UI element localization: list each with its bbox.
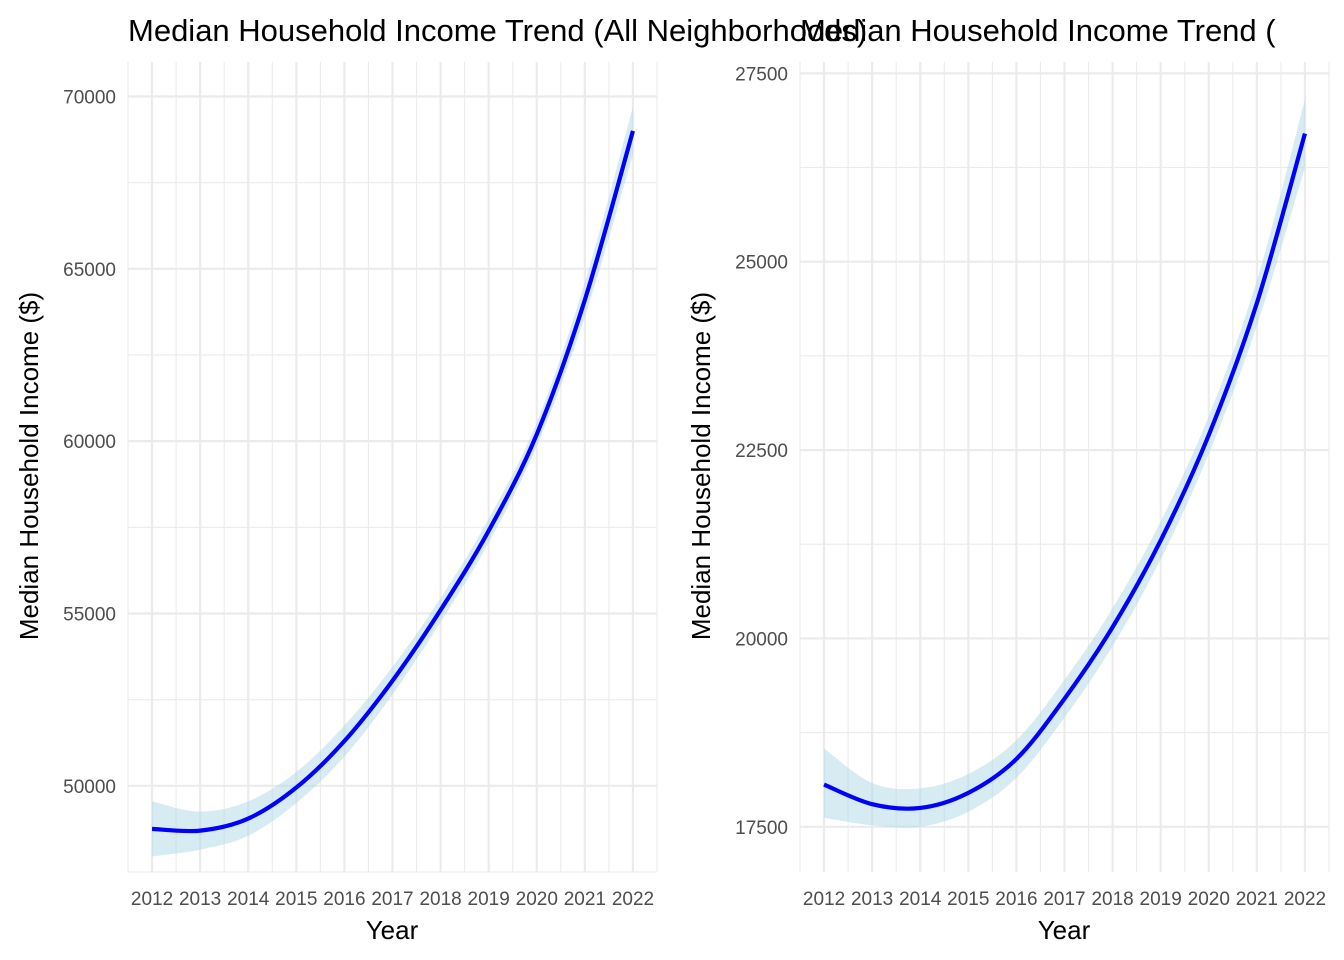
left-chart-x-tick-label: 2019 <box>468 889 510 910</box>
right-chart-y-tick-label: 27500 <box>735 64 788 85</box>
left-chart-x-tick-label: 2014 <box>227 889 270 910</box>
right-chart-x-tick-label: 2022 <box>1284 889 1326 910</box>
right-chart-confidence-ribbon <box>824 99 1305 828</box>
left-chart-x-tick-label: 2013 <box>179 889 221 910</box>
right-chart-x-axis-title: Year <box>1038 915 1091 945</box>
left-chart-y-tick-label: 60000 <box>63 432 116 453</box>
right-chart-x-tick-label: 2015 <box>947 889 989 910</box>
left-chart-y-tick-label: 65000 <box>63 260 116 281</box>
left-chart-x-tick-label: 2012 <box>131 889 173 910</box>
left-chart-lines <box>151 130 635 834</box>
left-chart-y-ticks: 50000 55000 60000 65000 70000 <box>63 87 116 797</box>
right-chart-x-tick-label: 2018 <box>1091 889 1133 910</box>
right-chart-x-tick-label: 2019 <box>1140 889 1182 910</box>
right-chart-y-tick-label: 17500 <box>735 818 788 839</box>
left-chart-x-tick-label: 2018 <box>419 889 461 910</box>
left-chart-x-ticks: 2012 2013 2014 2015 2016 2017 2018 2019 2020 2021… <box>131 889 654 910</box>
right-chart-y-ticks: 17500 20000 22500 25000 27500 <box>735 64 788 838</box>
left-chart-grid <box>127 62 658 873</box>
left-chart-x-tick-label: 2015 <box>275 889 317 910</box>
right-chart-x-tick-label: 2017 <box>1043 889 1085 910</box>
left-chart-y-axis-title: Median Household Income ($) <box>14 292 44 640</box>
left-chart-x-tick-label: 2021 <box>564 889 606 910</box>
left-chart-x-tick-label: 2016 <box>323 889 365 910</box>
right-chart-grid <box>799 62 1330 872</box>
left-chart-trend-line <box>151 130 635 834</box>
right-chart-x-tick-label: 2013 <box>851 889 893 910</box>
left-chart-panel: 2012 2013 2014 2015 2016 2017 2018 2019 2020 2021… <box>14 62 658 945</box>
right-chart-ribbons <box>824 99 1305 828</box>
left-chart-x-tick-label: 2017 <box>371 889 413 910</box>
right-chart-title: Median Household Income Trend ( <box>800 13 1276 48</box>
right-chart-x-tick-label: 2021 <box>1236 889 1278 910</box>
right-chart-y-tick-label: 25000 <box>735 253 788 274</box>
left-chart-y-tick-label: 70000 <box>63 87 116 108</box>
right-chart-lines <box>823 133 1307 811</box>
right-chart-x-tick-label: 2012 <box>803 889 845 910</box>
right-chart-y-tick-label: 22500 <box>735 441 788 462</box>
left-chart-x-tick-label: 2020 <box>516 889 558 910</box>
right-chart-trend-line <box>823 133 1307 811</box>
left-chart-x-axis-title: Year <box>366 915 419 945</box>
right-chart-x-tick-label: 2020 <box>1188 889 1230 910</box>
right-chart-y-axis-title: Median Household Income ($) <box>686 292 716 640</box>
left-chart-x-tick-label: 2022 <box>612 889 654 910</box>
left-chart-y-tick-label: 55000 <box>63 604 116 625</box>
right-chart-x-tick-label: 2016 <box>995 889 1037 910</box>
right-chart-x-tick-label: 2014 <box>899 889 942 910</box>
right-chart-panel: 2012 2013 2014 2015 2016 2017 2018 2019 2020 2021… <box>686 62 1330 945</box>
right-chart-y-tick-label: 20000 <box>735 629 788 650</box>
left-chart-title: Median Household Income Trend (All Neigh… <box>128 13 867 48</box>
right-chart-x-ticks: 2012 2013 2014 2015 2016 2017 2018 2019 2020 2021… <box>803 889 1326 910</box>
left-chart-y-tick-label: 50000 <box>63 777 116 798</box>
